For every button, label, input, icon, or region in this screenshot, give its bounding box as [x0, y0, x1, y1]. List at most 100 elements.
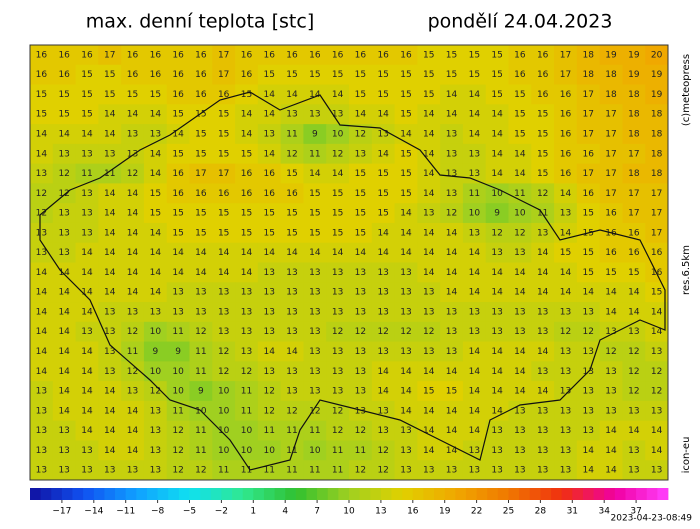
- temp-cell: [98, 282, 122, 303]
- temp-cell: [121, 302, 145, 323]
- temp-label: 16: [560, 110, 572, 120]
- temp-cell: [622, 222, 646, 244]
- temp-cell: [143, 302, 168, 323]
- temp-cell: [440, 222, 464, 244]
- temp-cell: [303, 64, 327, 86]
- temp-cell: [189, 302, 213, 323]
- colorbar-tick-label: 7: [314, 507, 320, 517]
- temp-cell: [508, 282, 532, 303]
- temp-cell: [235, 400, 259, 422]
- temp-label: 19: [605, 50, 617, 60]
- temp-cell: [280, 262, 304, 283]
- colorbar-step: [338, 488, 350, 500]
- temp-cell: [166, 183, 190, 204]
- temp-label: 14: [58, 288, 70, 298]
- colorbar-step: [625, 488, 637, 500]
- temp-label: 15: [583, 248, 594, 258]
- temp-label: 13: [150, 426, 161, 436]
- temp-label: 15: [400, 189, 411, 199]
- temp-label: 17: [583, 110, 594, 120]
- temp-label: 13: [150, 307, 161, 317]
- temp-label: 11: [286, 446, 297, 456]
- temp-label: 12: [332, 426, 343, 436]
- temp-cell: [531, 440, 555, 461]
- temp-label: 15: [583, 268, 594, 278]
- temp-label: 16: [241, 169, 253, 179]
- temp-cell: [212, 381, 236, 402]
- temp-label: 14: [127, 110, 139, 120]
- temp-label: 14: [127, 248, 139, 258]
- temp-cell: [235, 183, 259, 204]
- temp-label: 14: [150, 248, 162, 258]
- temp-label: 12: [560, 327, 571, 337]
- temp-label: 14: [491, 169, 503, 179]
- temp-label: 14: [36, 129, 48, 139]
- temp-label: 13: [58, 228, 69, 238]
- temp-label: 14: [264, 90, 276, 100]
- temp-cell: [485, 460, 509, 481]
- temp-cell: [257, 262, 282, 283]
- temp-cell: [121, 341, 145, 362]
- temp-label: 12: [241, 367, 252, 377]
- temp-label: 15: [150, 189, 161, 199]
- temp-label: 14: [36, 347, 48, 357]
- temp-cell: [75, 64, 99, 86]
- temp-cell: [143, 400, 168, 422]
- temp-cell: [371, 400, 396, 422]
- colorbar-step: [444, 488, 456, 500]
- temp-label: 11: [355, 446, 366, 456]
- temp-label: 16: [241, 189, 253, 199]
- temp-cell: [622, 321, 646, 343]
- temp-cell: [166, 282, 190, 303]
- temp-label: 18: [583, 70, 595, 80]
- temp-label: 12: [514, 228, 525, 238]
- temp-label: 13: [400, 466, 411, 476]
- temp-cell: [508, 84, 532, 105]
- temp-cell: [417, 262, 441, 283]
- map-frame: [29, 44, 669, 481]
- temp-label: 14: [104, 110, 116, 120]
- temp-label: 15: [172, 149, 183, 159]
- temp-cell: [576, 104, 601, 125]
- temp-cell: [280, 45, 304, 66]
- temp-cell: [645, 400, 669, 422]
- temp-label: 15: [241, 209, 252, 219]
- temp-label: 16: [172, 50, 184, 60]
- temp-label: 13: [150, 406, 161, 416]
- temp-label: 14: [58, 367, 70, 377]
- colorbar-tick-label: 37: [630, 507, 641, 517]
- temp-label: 13: [36, 169, 47, 179]
- temp-cell: [98, 45, 122, 66]
- temp-cell: [485, 381, 509, 402]
- temp-cell: [121, 282, 145, 303]
- temp-cell: [189, 321, 213, 343]
- temp-label: 14: [241, 268, 253, 278]
- temp-label: 11: [195, 446, 206, 456]
- temp-cell: [554, 420, 578, 441]
- temp-label: 14: [332, 248, 344, 258]
- temp-label: 13: [127, 149, 138, 159]
- temp-cell: [371, 321, 396, 343]
- colorbar-step: [189, 488, 201, 500]
- temp-cell: [52, 440, 77, 461]
- temp-cell: [75, 203, 99, 224]
- temp-cell: [508, 400, 532, 422]
- temp-cell: [485, 282, 509, 303]
- temp-cell: [462, 163, 487, 184]
- temp-label: 14: [150, 110, 162, 120]
- temp-cell: [462, 183, 487, 204]
- temp-label: 15: [400, 90, 411, 100]
- temp-cell: [531, 282, 555, 303]
- temp-cell: [52, 282, 77, 303]
- temp-label: 14: [241, 248, 253, 258]
- temp-label: 14: [377, 248, 389, 258]
- temp-label: 9: [152, 347, 158, 357]
- temp-cell: [143, 163, 168, 184]
- temp-cell: [30, 143, 54, 165]
- colorbar-step: [83, 488, 95, 500]
- temp-cell: [371, 222, 396, 244]
- temp-cell: [189, 460, 213, 481]
- temp-cell: [326, 203, 350, 224]
- colorbar-tick-label: 31: [567, 507, 578, 517]
- temp-cell: [417, 420, 441, 441]
